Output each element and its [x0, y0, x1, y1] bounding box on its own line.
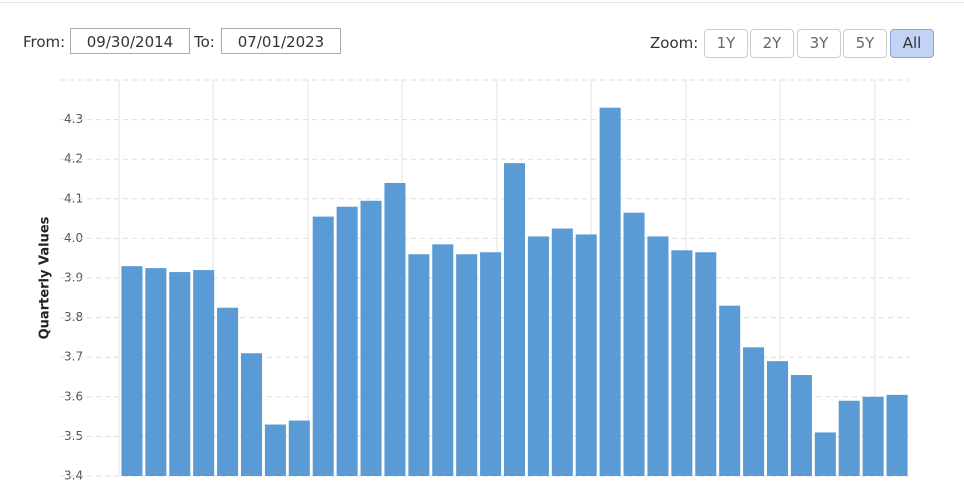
bar	[145, 268, 167, 476]
bar	[527, 236, 549, 476]
bar	[384, 182, 406, 476]
from-label: From:	[23, 33, 66, 51]
bar	[121, 266, 143, 476]
bar	[480, 252, 502, 476]
bar	[623, 212, 645, 476]
bar	[671, 250, 693, 476]
bar	[360, 200, 382, 476]
bar	[599, 107, 621, 476]
bar	[790, 375, 812, 476]
bar	[288, 420, 310, 476]
zoom-button[interactable]: 3Y	[797, 29, 841, 58]
from-input[interactable]: 09/30/2014	[70, 28, 190, 54]
bar	[193, 270, 215, 476]
zoom-button[interactable]: 5Y	[843, 29, 887, 58]
zoom-button[interactable]: All	[890, 29, 934, 58]
bar	[886, 394, 908, 476]
y-axis-title: Quarterly Values	[38, 216, 53, 339]
to-label: To:	[194, 33, 215, 51]
zoom-button[interactable]: 2Y	[750, 29, 794, 58]
to-input[interactable]: 07/01/2023	[221, 28, 341, 54]
bar	[503, 163, 526, 476]
bar	[862, 396, 884, 476]
bar	[719, 305, 741, 476]
bar	[551, 228, 573, 476]
top-rule	[0, 2, 964, 3]
zoom-label: Zoom:	[650, 34, 699, 52]
bar	[408, 254, 430, 476]
bar	[647, 236, 669, 476]
bar	[312, 216, 334, 476]
bar	[766, 361, 789, 476]
bar	[336, 206, 358, 476]
bar	[217, 307, 239, 476]
bar	[432, 244, 454, 476]
bar	[838, 400, 860, 476]
bar	[240, 353, 263, 476]
zoom-button[interactable]: 1Y	[704, 29, 748, 58]
bar	[264, 424, 286, 476]
bar	[814, 432, 836, 476]
bar	[695, 252, 717, 476]
bar	[743, 347, 765, 476]
bar	[456, 254, 478, 476]
bar	[575, 234, 597, 476]
bar	[169, 272, 191, 476]
